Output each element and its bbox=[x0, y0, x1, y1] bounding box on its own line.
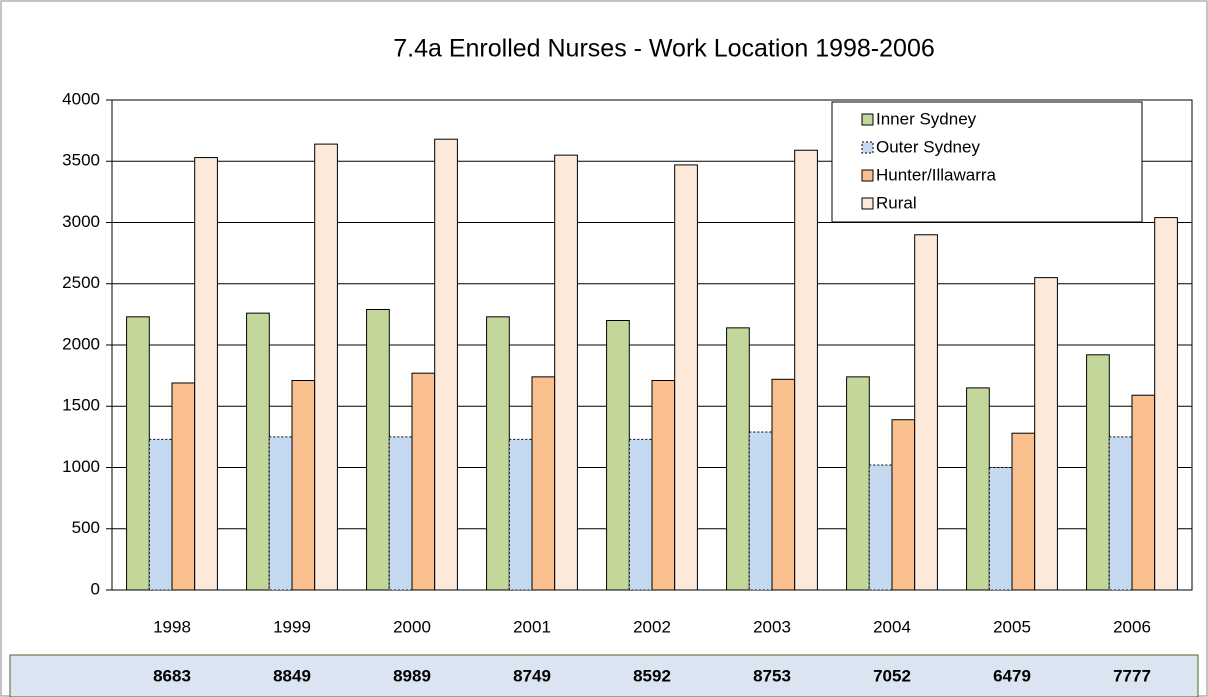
bar bbox=[606, 320, 630, 591]
bar bbox=[1108, 436, 1133, 591]
bar bbox=[1154, 217, 1178, 591]
bar bbox=[148, 438, 173, 591]
bar bbox=[126, 316, 150, 591]
legend-swatch bbox=[861, 169, 874, 182]
bar bbox=[554, 154, 578, 591]
total-label: 8749 bbox=[513, 666, 551, 685]
y-tick-label: 4000 bbox=[62, 89, 100, 108]
bar bbox=[531, 376, 556, 591]
x-tick-label: 2003 bbox=[753, 617, 791, 636]
bar bbox=[914, 234, 938, 591]
bar bbox=[1086, 354, 1110, 591]
bar bbox=[674, 164, 698, 591]
y-tick-label: 1500 bbox=[62, 396, 100, 415]
bar bbox=[846, 376, 870, 591]
x-tick-label: 2000 bbox=[393, 617, 431, 636]
total-label: 8683 bbox=[153, 666, 191, 685]
x-tick-label: 2004 bbox=[873, 617, 911, 636]
bar bbox=[748, 431, 773, 591]
bar bbox=[291, 380, 316, 591]
bar bbox=[388, 436, 413, 591]
legend-box bbox=[831, 101, 1143, 223]
legend-swatch bbox=[861, 141, 874, 154]
bar bbox=[171, 382, 196, 591]
bar bbox=[411, 372, 436, 591]
x-tick-label: 2005 bbox=[993, 617, 1031, 636]
legend-swatch bbox=[861, 197, 874, 210]
y-tick-label: 2000 bbox=[62, 334, 100, 353]
bar bbox=[194, 157, 218, 591]
bar bbox=[434, 138, 458, 591]
bar bbox=[966, 387, 990, 591]
total-label: 8753 bbox=[753, 666, 791, 685]
bar bbox=[246, 312, 270, 591]
y-tick-label: 3500 bbox=[62, 151, 100, 170]
total-label: 8592 bbox=[633, 666, 671, 685]
bar bbox=[1034, 277, 1058, 591]
totals-band bbox=[9, 654, 1199, 697]
bar bbox=[771, 378, 796, 591]
bar bbox=[314, 143, 338, 591]
legend-swatch bbox=[861, 113, 874, 126]
bar bbox=[486, 316, 510, 591]
bar bbox=[508, 438, 533, 591]
legend-label: Inner Sydney bbox=[876, 109, 977, 128]
total-label: 7777 bbox=[1113, 666, 1151, 685]
bar bbox=[651, 380, 676, 591]
y-tick-label: 0 bbox=[91, 579, 100, 598]
x-tick-label: 1998 bbox=[153, 617, 191, 636]
bar bbox=[1011, 432, 1036, 591]
chart-title: 7.4a Enrolled Nurses - Work Location 199… bbox=[393, 35, 935, 63]
y-tick-label: 500 bbox=[72, 518, 100, 537]
legend-label: Outer Sydney bbox=[876, 137, 980, 156]
bar bbox=[794, 149, 818, 591]
y-tick-label: 3000 bbox=[62, 212, 100, 231]
total-label: 7052 bbox=[873, 666, 911, 685]
total-label: 8989 bbox=[393, 666, 431, 685]
bar bbox=[268, 436, 293, 591]
x-tick-label: 2001 bbox=[513, 617, 551, 636]
bar bbox=[988, 467, 1013, 591]
bar bbox=[628, 438, 653, 591]
bar bbox=[868, 464, 893, 591]
bar bbox=[1131, 394, 1156, 591]
y-tick-label: 1000 bbox=[62, 457, 100, 476]
total-label: 6479 bbox=[993, 666, 1031, 685]
x-tick-label: 2002 bbox=[633, 617, 671, 636]
bar bbox=[891, 419, 916, 591]
total-label: 8849 bbox=[273, 666, 311, 685]
bar bbox=[366, 308, 390, 591]
bar bbox=[726, 327, 750, 591]
y-tick-label: 2500 bbox=[62, 273, 100, 292]
x-tick-label: 2006 bbox=[1113, 617, 1151, 636]
legend-label: Rural bbox=[876, 193, 917, 212]
x-tick-label: 1999 bbox=[273, 617, 311, 636]
legend-label: Hunter/Illawarra bbox=[876, 165, 997, 184]
